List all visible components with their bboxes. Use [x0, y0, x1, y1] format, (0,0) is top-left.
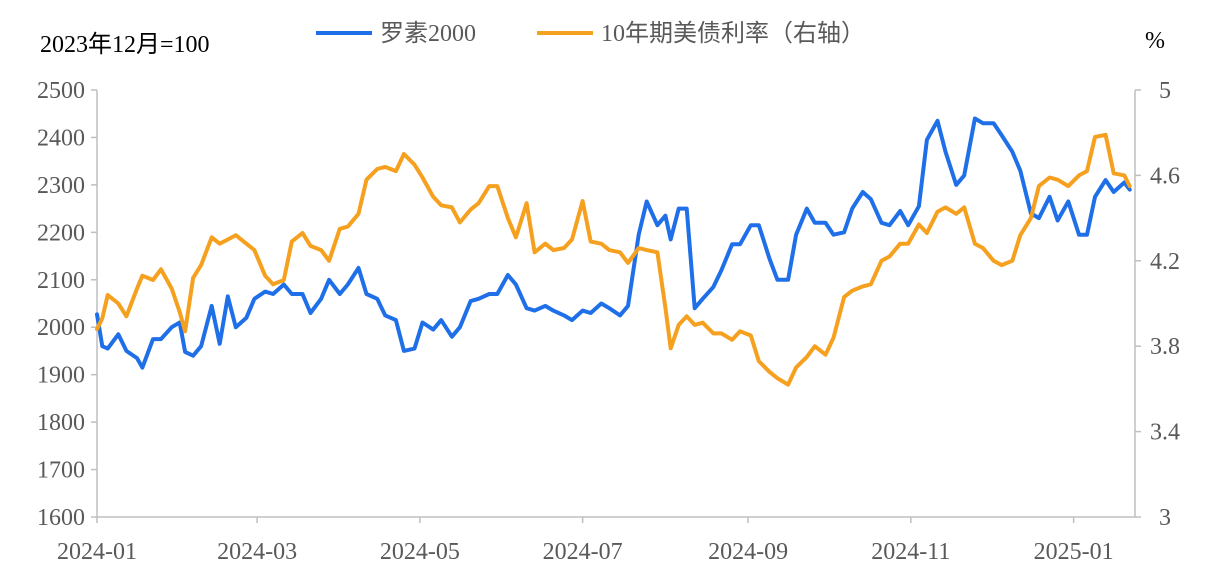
right-tick-label: 3.8 [1150, 334, 1180, 360]
legend-label-treasury: 10年期美债利率（右轴） [601, 20, 865, 47]
right-axis-ticks: 3 3.4 3.8 4.2 4.6 5 [1135, 78, 1180, 531]
left-tick-label: 2100 [37, 268, 85, 294]
left-axis: 1600 1700 1800 1900 2000 2100 2200 2300 2400 2500 [37, 78, 98, 531]
x-axis: 2024-01 2024-03 2024-05 2024-07 2024-09 2024-… [57, 516, 1135, 565]
x-tick-label: 2024-09 [708, 539, 788, 565]
x-tick-label: 2024-01 [57, 539, 137, 565]
x-tick-label: 2024-03 [217, 539, 297, 565]
legend: 罗素2000 10年期美债利率（右轴） [316, 20, 865, 47]
right-tick-label: 4.2 [1150, 249, 1180, 275]
left-tick-label: 2300 [37, 173, 85, 199]
x-tick-label: 2024-05 [380, 539, 460, 565]
right-tick-label: 5 [1159, 78, 1171, 104]
left-tick-label: 2400 [37, 125, 85, 151]
left-axis-unit-note: 2023年12月=100 [40, 31, 210, 58]
left-tick-label: 2500 [37, 78, 85, 104]
x-tick-label: 2024-07 [543, 539, 623, 565]
series-line-10y-treasury-yield [95, 132, 1132, 387]
x-axis-ticks: 2024-01 2024-03 2024-05 2024-07 2024-09 2024-… [57, 517, 1114, 565]
x-tick-label: 2024-11 [871, 539, 950, 565]
x-tick-label: 2025-01 [1034, 539, 1114, 565]
left-tick-label: 2200 [37, 220, 85, 246]
right-axis: 3 3.4 3.8 4.2 4.6 5 [1134, 78, 1180, 531]
right-tick-label: 4.6 [1150, 163, 1180, 189]
left-tick-label: 1700 [37, 458, 85, 484]
right-tick-label: 3 [1159, 505, 1171, 531]
left-tick-label: 1800 [37, 410, 85, 436]
series-line-russell-2000 [95, 116, 1132, 370]
right-tick-label: 3.4 [1150, 420, 1180, 446]
left-tick-label: 2000 [37, 315, 85, 341]
left-tick-label: 1600 [37, 505, 85, 531]
series-layer [95, 116, 1132, 387]
right-axis-unit-note: % [1145, 28, 1165, 54]
left-tick-label: 1900 [37, 363, 85, 389]
left-axis-ticks: 1600 1700 1800 1900 2000 2100 2200 2300 2400 2500 [37, 78, 97, 531]
legend-label-russell: 罗素2000 [380, 20, 476, 47]
